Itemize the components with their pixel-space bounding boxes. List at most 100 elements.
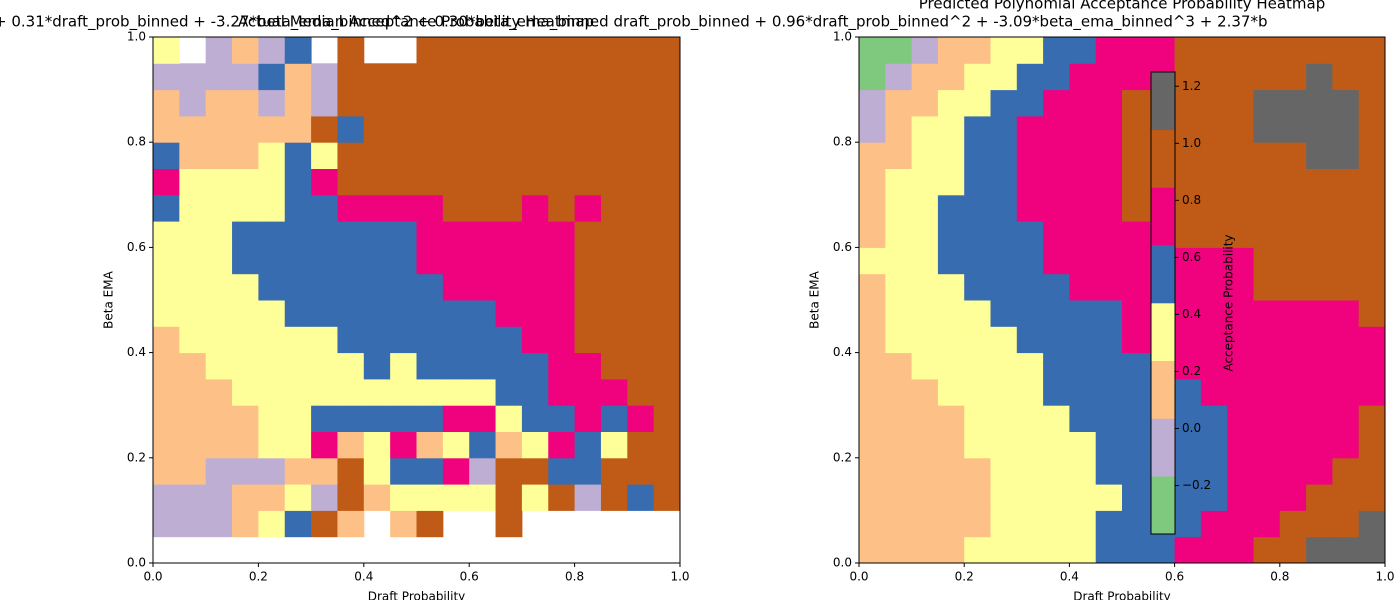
heatmap-cell <box>205 247 233 275</box>
heatmap-cell <box>232 247 259 275</box>
heatmap-cell <box>284 168 312 196</box>
heatmap-cell <box>469 378 497 406</box>
heatmap-cell <box>627 194 655 222</box>
heatmap-cell <box>1016 457 1044 485</box>
heatmap-cell <box>1069 89 1097 117</box>
heatmap-cell <box>179 142 207 169</box>
heatmap-cell <box>653 352 681 380</box>
heatmap-cell <box>885 405 913 432</box>
heatmap-cell <box>258 326 286 354</box>
heatmap-cell <box>337 405 365 432</box>
heatmap-cell <box>179 300 207 327</box>
heatmap-cell <box>1122 536 1149 564</box>
heatmap-cell <box>1332 194 1360 222</box>
heatmap-cell <box>1332 63 1360 91</box>
heatmap-cell <box>205 484 233 511</box>
heatmap-cell <box>390 431 417 459</box>
heatmap-cell <box>153 378 180 406</box>
heatmap-cell <box>548 37 576 64</box>
heatmap-cell <box>1306 300 1333 327</box>
colorbar-segment <box>1151 418 1175 477</box>
heatmap-cell <box>1358 484 1386 511</box>
heatmap-cell <box>179 115 207 143</box>
heatmap-cell <box>1043 247 1070 275</box>
heatmap-cell <box>1016 89 1044 117</box>
heatmap-cell <box>1358 247 1386 275</box>
heatmap-cell <box>548 247 576 275</box>
heatmap-cell <box>1200 510 1228 538</box>
heatmap-cell <box>258 63 286 91</box>
colorbar-segment <box>1151 245 1175 304</box>
heatmap-cell <box>179 247 207 275</box>
heatmap-cell <box>311 273 338 301</box>
heatmap-cell <box>232 510 259 538</box>
heatmap-cell <box>1200 300 1228 327</box>
colorbar-segment <box>1151 187 1175 246</box>
heatmap-cell <box>521 300 549 327</box>
heatmap-cell <box>284 221 312 248</box>
heatmap-cell <box>859 63 886 91</box>
heatmap-cell <box>574 115 602 143</box>
heatmap-cell <box>1095 405 1123 432</box>
heatmap-cell <box>1279 37 1307 64</box>
heatmap-cell <box>1358 142 1386 169</box>
heatmap-cell <box>600 168 628 196</box>
heatmap-cell <box>179 378 207 406</box>
heatmap-cell <box>311 405 338 432</box>
heatmap-cell <box>232 115 259 143</box>
heatmap-cell <box>548 457 576 485</box>
heatmap-cell <box>469 431 497 459</box>
heatmap-cell <box>885 484 913 511</box>
heatmap-cell <box>990 484 1018 511</box>
heatmap-cell <box>1016 273 1044 301</box>
heatmap-cell <box>311 300 338 327</box>
heatmap-cell <box>153 273 180 301</box>
y-tick-label: 0.6 <box>127 240 146 254</box>
heatmap-cell <box>1174 326 1202 354</box>
heatmap-cell <box>653 273 681 301</box>
heatmap-cell <box>911 273 939 301</box>
heatmap-cell <box>859 457 886 485</box>
heatmap-cell <box>990 37 1018 64</box>
heatmap-cell <box>1043 142 1070 169</box>
heatmap-cell <box>911 115 939 143</box>
heatmap-cell <box>859 326 886 354</box>
heatmap-cell <box>1122 300 1149 327</box>
heatmap-cell <box>416 378 444 406</box>
heatmap-cell <box>442 378 470 406</box>
heatmap-cell <box>885 536 913 564</box>
y-tick-label: 0.2 <box>833 450 852 464</box>
heatmap-cell <box>1200 378 1228 406</box>
heatmap-cell <box>548 431 576 459</box>
heatmap-cell <box>232 326 259 354</box>
heatmap-cell <box>153 484 180 511</box>
heatmap-cell <box>258 273 286 301</box>
heatmap-cell <box>964 405 991 432</box>
heatmap-cell <box>1306 536 1333 564</box>
heatmap-cell <box>627 431 655 459</box>
y-tick-label: 0.6 <box>833 240 852 254</box>
heatmap-cell <box>416 457 444 485</box>
heatmap-cell <box>1122 168 1149 196</box>
heatmap-cell <box>911 221 939 248</box>
heatmap-cell <box>1122 510 1149 538</box>
heatmap-cell <box>964 63 991 91</box>
heatmap-cell <box>600 352 628 380</box>
heatmap-cell <box>937 378 965 406</box>
heatmap-cell <box>442 326 470 354</box>
heatmap-cell <box>469 63 497 91</box>
heatmap-cell <box>1174 142 1202 169</box>
heatmap-cell <box>1279 115 1307 143</box>
heatmap-cell <box>1253 378 1281 406</box>
x-tick-label: 0.8 <box>565 570 584 584</box>
heatmap-cell <box>416 194 444 222</box>
heatmap-cell <box>232 352 259 380</box>
heatmap-cell <box>627 300 655 327</box>
heatmap-cell <box>937 37 965 64</box>
heatmap-cell <box>495 89 523 117</box>
heatmap-cell <box>600 194 628 222</box>
heatmap-cell <box>495 431 523 459</box>
colorbar-tick-label: −0.2 <box>1182 478 1211 492</box>
y-tick-label: 0.8 <box>833 135 852 149</box>
heatmap-cell <box>1227 510 1254 538</box>
